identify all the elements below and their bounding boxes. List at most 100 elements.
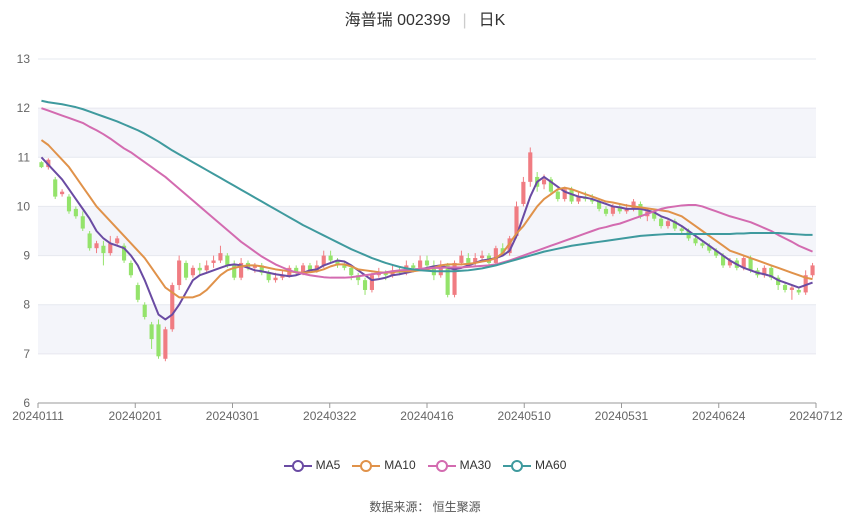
x-tick-label: 20240201 [109, 409, 163, 423]
ma-lines [40, 99, 813, 321]
candle-body [548, 179, 553, 192]
candle [459, 250, 464, 266]
candle-body [39, 162, 44, 168]
grid-band [38, 304, 816, 354]
period-label: 日K [478, 12, 506, 29]
candle [115, 235, 120, 246]
candle [659, 216, 664, 229]
grid-bands [38, 108, 816, 354]
candle-body [211, 260, 216, 263]
candle-body [314, 265, 319, 271]
candle [782, 282, 788, 293]
candle-body [115, 238, 120, 244]
candle [617, 203, 622, 214]
candle-body [480, 255, 485, 259]
y-axis: 6 7 8 9 10 11 12 13 [17, 52, 31, 410]
grid-band [38, 108, 816, 158]
candle [810, 262, 815, 278]
candle [548, 176, 553, 195]
candle [53, 176, 58, 200]
candle-body [562, 189, 567, 200]
candle [170, 282, 175, 332]
candle-body [679, 228, 684, 231]
candle [480, 250, 485, 261]
candle [66, 194, 72, 214]
candle [803, 270, 808, 295]
candle-body [342, 265, 347, 268]
x-tick-label: 20240301 [206, 409, 260, 423]
candle [211, 255, 216, 268]
ma-line-ma30 [41, 107, 813, 279]
candle-body [776, 277, 781, 286]
x-axis: 20240111 20240201 20240301 20240322 20240416… [12, 402, 843, 423]
candle-body [218, 253, 223, 261]
candle-body [135, 285, 140, 300]
candle-body [101, 245, 106, 254]
legend-marker-icon [503, 459, 532, 472]
candle-body [514, 206, 519, 236]
x-tick-label: 20240624 [692, 409, 746, 423]
y-tick-label: 10 [17, 199, 31, 213]
candle-body [569, 189, 574, 202]
x-tick-label: 20240416 [400, 409, 454, 423]
candle [362, 277, 368, 295]
candle [356, 272, 361, 286]
candle [156, 319, 161, 359]
candle-body [803, 275, 808, 293]
source-value: 恒生聚源 [432, 500, 481, 514]
candle-body [707, 245, 712, 251]
candle-body [301, 265, 306, 273]
candle-body [700, 243, 705, 246]
legend-label: MA60 [535, 458, 567, 472]
candle [776, 275, 781, 290]
candle-body [473, 258, 478, 263]
x-tick-label: 20240510 [498, 409, 552, 423]
candle [562, 186, 567, 202]
candle-body [280, 275, 285, 278]
legend-label: MA30 [459, 458, 492, 472]
legend-item-ma10[interactable]: MA10 [352, 458, 416, 473]
candle-body [177, 260, 182, 286]
y-tick-label: 9 [23, 249, 30, 263]
legend: MA5 MA10 MA30 MA60 [0, 458, 850, 473]
candle-body [87, 233, 92, 249]
candle-body [163, 329, 168, 359]
candle [149, 321, 154, 349]
candle [576, 191, 581, 204]
candle [218, 245, 223, 263]
legend-item-ma60[interactable]: MA60 [503, 458, 566, 473]
candle-body [273, 277, 278, 281]
candle-body [693, 238, 698, 244]
source-label: 数据来源： [369, 500, 430, 514]
candle [528, 147, 533, 187]
candle [507, 235, 512, 256]
candle-body [349, 267, 354, 276]
candle-body [555, 191, 560, 200]
candle [328, 250, 333, 263]
candle [197, 262, 202, 276]
candle-body [307, 265, 313, 271]
candle-body [576, 196, 581, 202]
candle-body [789, 287, 794, 290]
y-tick-label: 8 [23, 298, 30, 312]
candle-body [142, 304, 147, 317]
candle-body [294, 267, 299, 273]
candle [108, 235, 113, 256]
candle-body [631, 201, 636, 209]
candle [665, 218, 671, 229]
stock-name: 海普瑞 002399 [344, 12, 451, 29]
legend-item-ma30[interactable]: MA30 [427, 458, 492, 473]
candle [239, 258, 244, 281]
candle [555, 189, 560, 202]
candle [259, 262, 264, 276]
title-separator: | [462, 12, 467, 29]
grid-band [38, 206, 816, 256]
candle-body [741, 258, 746, 268]
candle [369, 272, 374, 293]
candle-body [659, 218, 664, 227]
legend-item-ma5[interactable]: MA5 [283, 458, 340, 473]
candle [438, 260, 443, 278]
y-tick-label: 11 [18, 150, 31, 164]
candle [452, 260, 457, 298]
